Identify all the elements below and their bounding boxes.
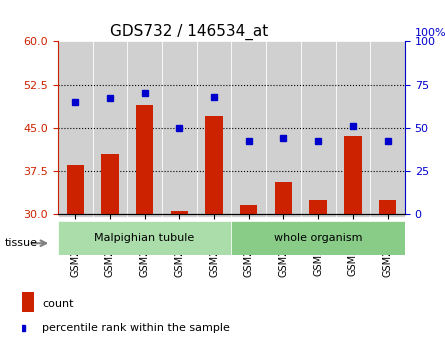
Bar [231, 41, 266, 217]
Text: tissue: tissue [4, 238, 37, 248]
Bar [22, 292, 34, 312]
Bar [266, 41, 301, 217]
Bar [101, 154, 118, 214]
Text: 100%: 100% [415, 28, 445, 38]
Bar [344, 136, 362, 214]
Bar [275, 182, 292, 214]
Text: GDS732 / 146534_at: GDS732 / 146534_at [110, 24, 268, 40]
Bar [231, 221, 405, 255]
Bar [379, 199, 396, 214]
Bar [58, 221, 231, 255]
Text: count: count [42, 299, 74, 309]
Bar [136, 105, 153, 214]
Bar [127, 41, 162, 217]
Bar [240, 205, 257, 214]
Bar [67, 165, 84, 214]
Bar [310, 199, 327, 214]
Bar [301, 41, 336, 217]
Bar [197, 41, 231, 217]
Bar [171, 211, 188, 214]
Text: Malpighian tubule: Malpighian tubule [94, 233, 195, 243]
Bar [93, 41, 127, 217]
Bar [58, 41, 93, 217]
Text: whole organism: whole organism [274, 233, 362, 243]
Bar [336, 41, 370, 217]
Text: percentile rank within the sample: percentile rank within the sample [42, 323, 230, 333]
Bar [206, 116, 223, 214]
Bar [370, 41, 405, 217]
Bar [162, 41, 197, 217]
